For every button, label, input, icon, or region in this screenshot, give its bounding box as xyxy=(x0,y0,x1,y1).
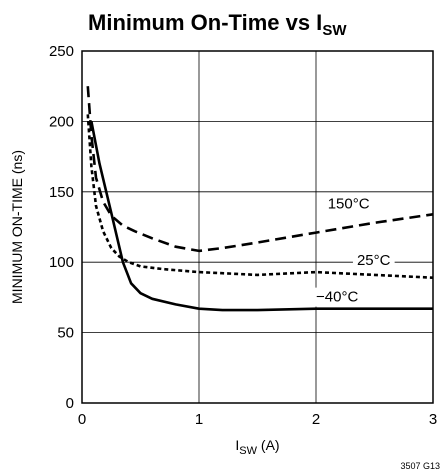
annotation-background xyxy=(352,251,395,271)
chart-title-main: Minimum On-Time vs I xyxy=(88,10,322,35)
x-tick-label: 3 xyxy=(429,411,437,428)
series-line xyxy=(86,114,434,279)
annotation-label: −40°C xyxy=(316,289,358,306)
chart-title: Minimum On-Time vs ISW xyxy=(88,10,347,39)
y-tick-label: 200 xyxy=(49,113,74,130)
series-line xyxy=(86,86,434,253)
series-lines xyxy=(86,86,434,312)
x-axis-label: ISW (A) xyxy=(235,437,279,457)
x-tick-labels: 0 1 2 3 xyxy=(78,411,437,428)
series-line xyxy=(90,121,433,312)
annotations: 150°C 25°C −40°C xyxy=(312,194,395,307)
annotation-background xyxy=(323,194,374,214)
x-axis-label-main: I xyxy=(235,437,239,453)
x-tick-label: 2 xyxy=(312,411,320,428)
plot-frame xyxy=(81,50,434,404)
y-tick-label: 150 xyxy=(49,184,74,201)
annotation-label: 25°C xyxy=(357,252,391,269)
y-tick-label: 50 xyxy=(57,325,74,342)
x-tick-label: 1 xyxy=(195,411,203,428)
annotation-label: 150°C xyxy=(328,196,370,213)
annotation-background xyxy=(312,287,363,307)
grid xyxy=(82,51,433,403)
y-tick-labels: 0 50 100 150 200 250 xyxy=(49,43,74,412)
y-tick-label: 250 xyxy=(49,43,74,60)
x-axis-label-unit: (A) xyxy=(257,437,280,453)
y-axis-label: MINIMUM ON-TIME (ns) xyxy=(9,150,25,304)
y-tick-label: 0 xyxy=(66,395,74,412)
figure-code: 3507 G13 xyxy=(400,461,440,471)
chart-title-sub: SW xyxy=(322,22,347,39)
x-axis-label-sub: SW xyxy=(239,445,257,457)
x-tick-label: 0 xyxy=(78,411,86,428)
y-tick-label: 100 xyxy=(49,254,74,271)
